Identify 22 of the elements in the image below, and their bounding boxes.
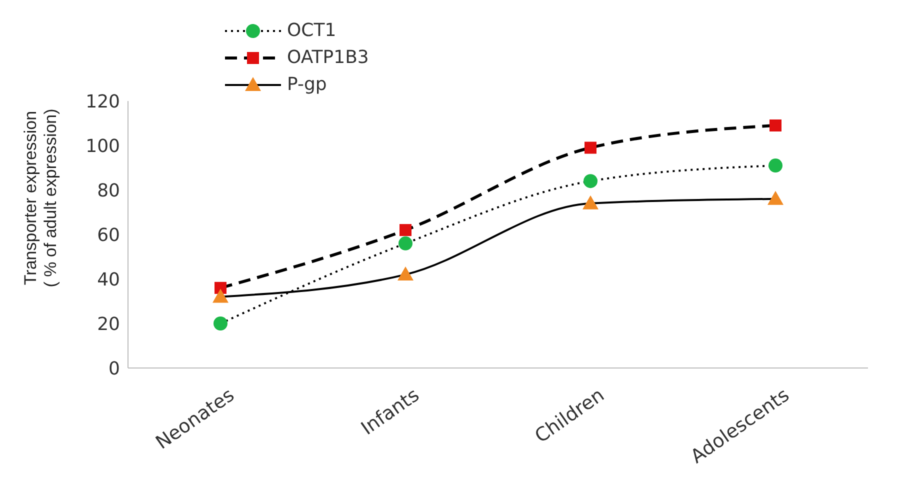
point bbox=[398, 266, 414, 281]
y-tick-label: 40 bbox=[97, 269, 120, 290]
y-tick-label: 100 bbox=[86, 136, 120, 157]
point bbox=[212, 288, 228, 303]
y-tick-label: 120 bbox=[86, 91, 120, 112]
y-tick-label: 60 bbox=[97, 224, 120, 246]
point bbox=[768, 190, 784, 205]
y-axis-title: Transporter expression ( % of adult expression) bbox=[21, 108, 60, 288]
point bbox=[770, 119, 782, 132]
point bbox=[400, 224, 412, 236]
y-tick-label: 0 bbox=[108, 358, 120, 380]
point bbox=[582, 195, 598, 210]
legend-label: OCT1 bbox=[287, 20, 336, 41]
point bbox=[398, 236, 412, 250]
y-tick-label: 20 bbox=[97, 314, 120, 335]
legend-label: OATP1B3 bbox=[287, 47, 369, 68]
legend-label: P-gp bbox=[287, 74, 327, 95]
point bbox=[584, 174, 598, 188]
y-tick-label: 80 bbox=[97, 180, 120, 202]
point bbox=[584, 142, 596, 154]
point bbox=[214, 316, 228, 330]
point bbox=[768, 158, 782, 173]
